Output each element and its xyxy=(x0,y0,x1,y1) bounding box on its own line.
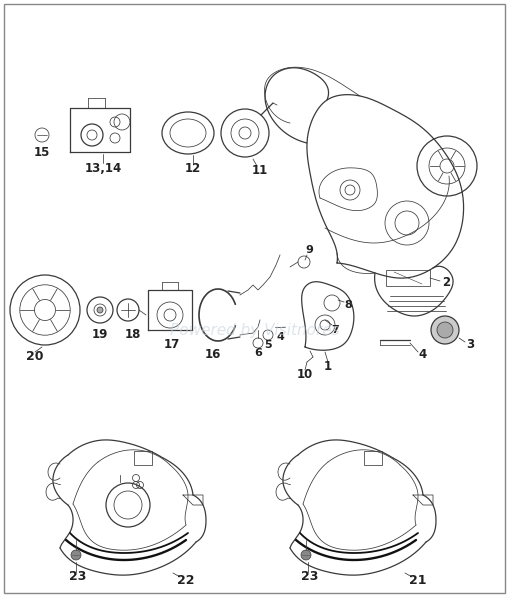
Circle shape xyxy=(97,307,103,313)
Text: 15: 15 xyxy=(34,146,50,159)
Text: 7: 7 xyxy=(331,325,339,335)
Text: 6: 6 xyxy=(254,348,262,358)
Text: 10: 10 xyxy=(297,368,313,381)
Bar xyxy=(364,451,382,465)
Circle shape xyxy=(437,322,453,338)
Text: 23: 23 xyxy=(69,571,87,583)
Text: 12: 12 xyxy=(185,162,201,174)
Circle shape xyxy=(431,316,459,344)
Text: 21: 21 xyxy=(409,574,427,586)
Text: 17: 17 xyxy=(164,338,180,352)
Text: 3: 3 xyxy=(466,338,474,352)
Text: 20: 20 xyxy=(26,350,44,364)
Text: 1: 1 xyxy=(324,361,332,374)
Text: 19: 19 xyxy=(92,328,108,340)
Text: 23: 23 xyxy=(301,571,319,583)
Bar xyxy=(386,270,430,286)
Text: Powered by Visitnores: Powered by Visitnores xyxy=(170,322,340,337)
Circle shape xyxy=(71,550,81,560)
Text: 4: 4 xyxy=(276,332,284,342)
Text: 8: 8 xyxy=(344,300,352,310)
Text: 16: 16 xyxy=(205,349,221,362)
Text: 2: 2 xyxy=(442,276,450,290)
Text: 22: 22 xyxy=(177,574,195,586)
Bar xyxy=(134,451,152,465)
Text: 5: 5 xyxy=(264,340,272,350)
Text: 11: 11 xyxy=(252,165,268,177)
Text: 4: 4 xyxy=(419,349,427,362)
Text: 9: 9 xyxy=(305,245,313,255)
Circle shape xyxy=(301,550,311,560)
Text: 13,14: 13,14 xyxy=(84,162,122,174)
Text: 18: 18 xyxy=(125,328,141,340)
